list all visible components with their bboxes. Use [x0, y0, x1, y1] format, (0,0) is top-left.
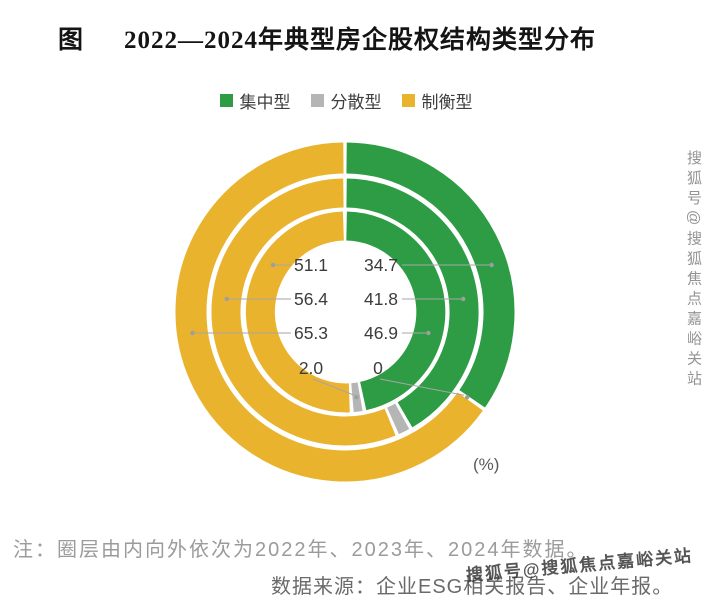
value-label-left-0: 51.1 [294, 255, 328, 275]
legend-swatch [401, 94, 415, 107]
footnote-source: 数据来源：企业ESG相关报告、企业年报。 [271, 576, 674, 598]
title-prefix: 图 [58, 27, 85, 54]
legend-label: 制衡型 [421, 93, 473, 112]
leader-dot [489, 262, 494, 268]
ring-2023-segment-制衡型 [211, 178, 396, 446]
legend-label: 分散型 [330, 93, 382, 112]
leader-dot [461, 296, 466, 302]
value-label-right-1: 41.8 [364, 289, 398, 309]
ring-2022-segment-集中型 [345, 211, 446, 411]
value-label-right-2: 46.9 [364, 323, 398, 343]
leader-dot [190, 330, 195, 336]
legend-item-0: 集中型 [219, 88, 291, 113]
ring-2023-segment-集中型 [346, 178, 479, 428]
leader-dot [426, 330, 431, 336]
ring-2022-segment-制衡型 [245, 211, 350, 413]
value-label-right-3: 0 [373, 358, 383, 378]
leader-dot [464, 395, 470, 400]
legend-label: 集中型 [239, 93, 291, 112]
leader-line [379, 378, 465, 396]
leader-line [312, 378, 355, 396]
value-label-right-0: 34.7 [364, 255, 398, 275]
value-label-left-2: 65.3 [294, 323, 328, 343]
chart-title: 图 2022—2024年典型房企股权结构类型分布 [0, 20, 706, 56]
legend-item-2: 制衡型 [401, 88, 473, 113]
legend-item-1: 分散型 [310, 88, 382, 113]
watermark-vertical: 搜狐号@搜狐焦点嘉峪关站 [685, 150, 702, 391]
legend-swatch [219, 94, 233, 107]
leader-dot [224, 296, 229, 302]
title-text: 2022—2024年典型房企股权结构类型分布 [124, 27, 597, 54]
ring-2024-segment-制衡型 [175, 142, 483, 482]
legend: 集中型 分散型 制衡型 [0, 88, 692, 113]
value-label-left-3: 2.0 [299, 358, 324, 378]
ring-2024-segment-集中型 [346, 142, 515, 408]
leader-dot [354, 395, 359, 400]
footnote-note: 注：圈层由内向外依次为2022年、2023年、2024年数据。 [13, 539, 589, 561]
unit-label: (%) [473, 455, 500, 474]
ring-2023-segment-分散型 [386, 403, 410, 435]
leader-dot [270, 262, 276, 268]
legend-swatch [310, 94, 324, 107]
value-label-left-1: 56.4 [294, 289, 328, 309]
